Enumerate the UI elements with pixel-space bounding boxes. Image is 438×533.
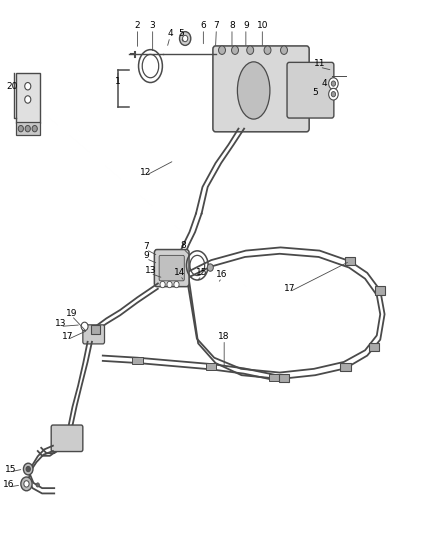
- FancyBboxPatch shape: [154, 249, 189, 287]
- Text: 3: 3: [150, 21, 155, 30]
- Ellipse shape: [237, 62, 270, 119]
- Bar: [269, 374, 279, 381]
- Text: 18: 18: [219, 332, 230, 341]
- Bar: [132, 357, 143, 364]
- Text: 17: 17: [283, 284, 295, 293]
- Circle shape: [207, 264, 213, 271]
- Text: 4: 4: [167, 29, 173, 38]
- Circle shape: [26, 466, 30, 472]
- Text: 4: 4: [321, 79, 327, 88]
- Circle shape: [280, 46, 287, 54]
- Bar: [369, 343, 379, 351]
- Text: 19: 19: [66, 309, 78, 318]
- Circle shape: [18, 125, 24, 132]
- Text: 1: 1: [115, 77, 121, 86]
- Circle shape: [328, 88, 338, 100]
- Text: 9: 9: [243, 21, 249, 30]
- Circle shape: [25, 83, 31, 90]
- Text: 8: 8: [180, 241, 186, 250]
- Circle shape: [331, 92, 336, 97]
- Text: 5: 5: [312, 88, 318, 97]
- Circle shape: [21, 477, 32, 491]
- Circle shape: [25, 96, 31, 103]
- Bar: [375, 286, 385, 295]
- Text: 5: 5: [178, 29, 184, 38]
- Circle shape: [174, 281, 179, 288]
- Bar: [16, 73, 40, 123]
- Text: 9: 9: [143, 252, 149, 261]
- Circle shape: [24, 481, 29, 487]
- Text: 8: 8: [229, 21, 235, 30]
- Circle shape: [24, 463, 33, 475]
- Circle shape: [32, 125, 37, 132]
- Text: 15: 15: [196, 268, 207, 277]
- FancyBboxPatch shape: [287, 62, 334, 118]
- Circle shape: [247, 46, 254, 54]
- Circle shape: [232, 46, 238, 54]
- Text: 6: 6: [201, 21, 206, 30]
- Circle shape: [264, 46, 271, 54]
- Circle shape: [183, 35, 188, 42]
- Text: 16: 16: [216, 270, 228, 279]
- Bar: [279, 374, 289, 382]
- Bar: [91, 325, 100, 334]
- Circle shape: [81, 322, 88, 330]
- Circle shape: [331, 81, 336, 86]
- Circle shape: [180, 31, 191, 45]
- FancyBboxPatch shape: [51, 425, 83, 451]
- Text: 17: 17: [61, 332, 73, 341]
- FancyBboxPatch shape: [213, 46, 309, 132]
- Text: 2: 2: [134, 21, 140, 30]
- FancyBboxPatch shape: [83, 325, 105, 344]
- Bar: [345, 257, 355, 265]
- Circle shape: [25, 125, 30, 132]
- Text: 11: 11: [314, 60, 325, 68]
- Text: 15: 15: [5, 465, 17, 473]
- Bar: [340, 363, 351, 372]
- Text: 16: 16: [3, 480, 14, 489]
- Circle shape: [328, 78, 338, 90]
- Text: 14: 14: [174, 268, 186, 277]
- Circle shape: [219, 46, 226, 54]
- Text: 7: 7: [143, 242, 149, 251]
- Circle shape: [167, 281, 172, 288]
- Text: 13: 13: [55, 319, 66, 328]
- Text: 13: 13: [145, 266, 156, 275]
- Text: 7: 7: [213, 21, 219, 30]
- Circle shape: [160, 281, 165, 288]
- Text: 20: 20: [6, 82, 18, 91]
- Bar: [206, 363, 216, 370]
- Circle shape: [36, 483, 39, 487]
- Text: 10: 10: [257, 21, 268, 30]
- Bar: [16, 122, 40, 135]
- Text: 12: 12: [141, 167, 152, 176]
- FancyBboxPatch shape: [159, 255, 184, 281]
